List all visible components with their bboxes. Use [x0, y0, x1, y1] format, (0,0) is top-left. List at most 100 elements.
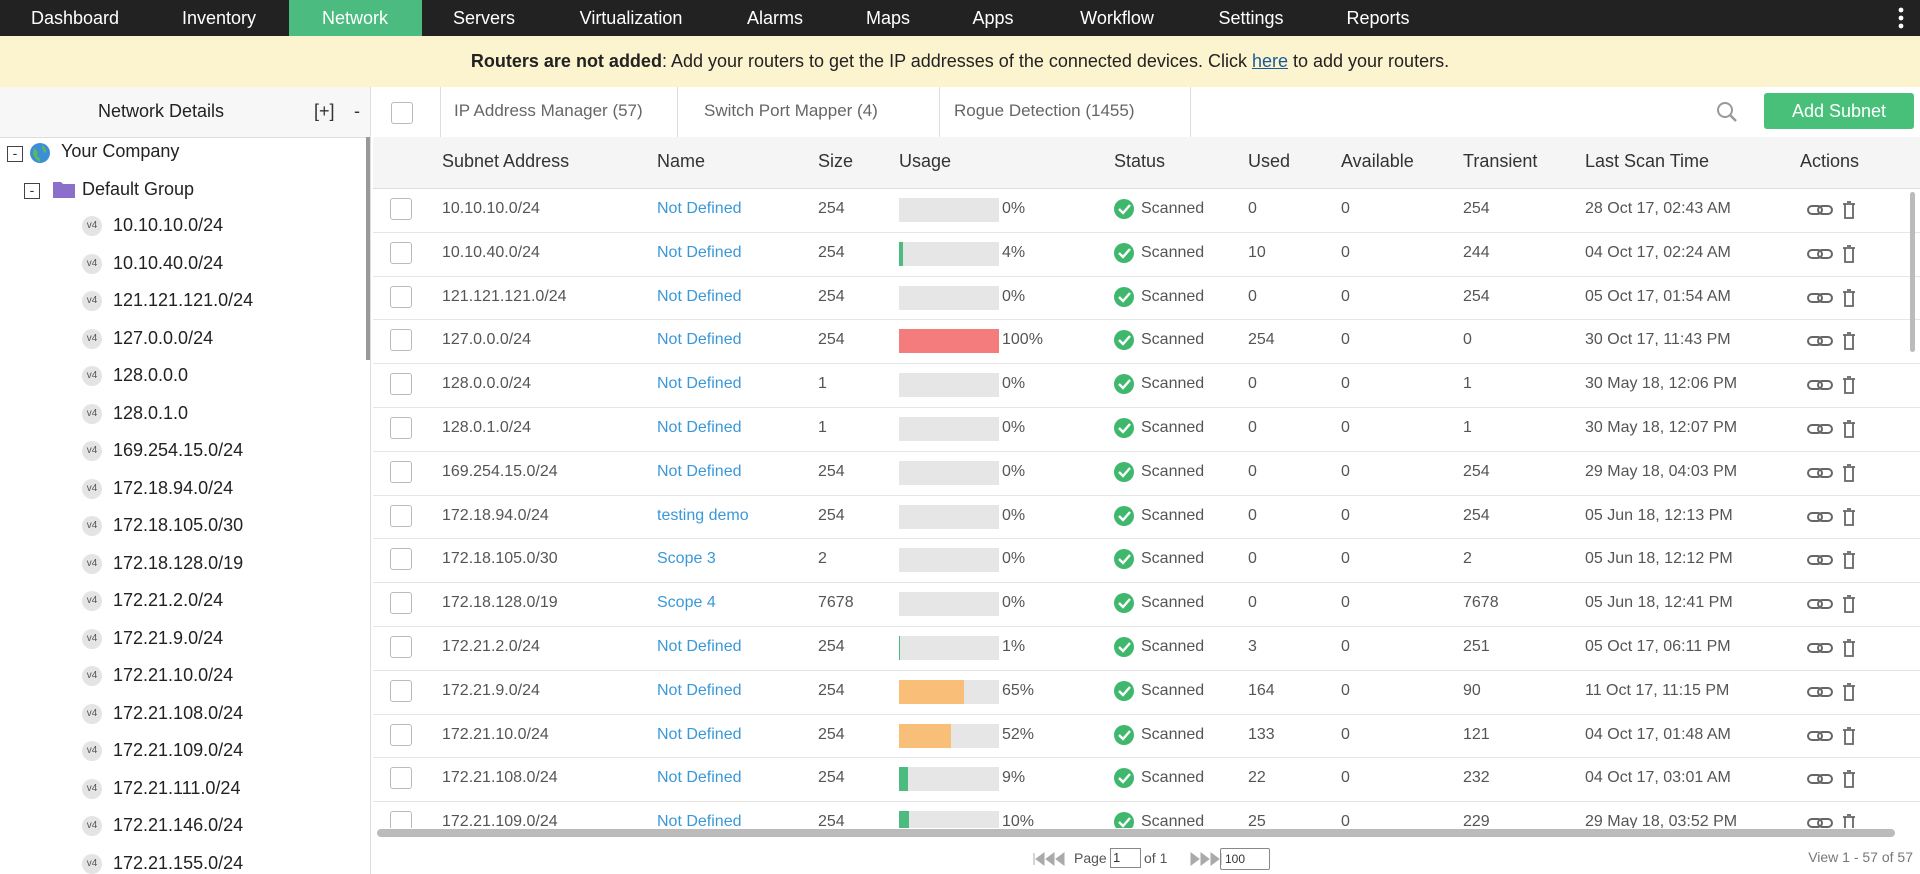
tree-subnet[interactable]: 172.18.128.0/19	[113, 552, 244, 573]
subnet-name[interactable]: Scope 3	[657, 550, 716, 568]
subnet-name[interactable]: Not Defined	[657, 462, 742, 480]
tree-subnet[interactable]: 10.10.10.0/24	[113, 215, 224, 235]
subnet-name[interactable]: Not Defined	[657, 375, 742, 393]
row-checkbox[interactable]	[390, 241, 412, 264]
row-checkbox[interactable]	[390, 373, 412, 396]
subnet-name[interactable]: Not Defined	[657, 769, 742, 787]
row-checkbox[interactable]	[390, 285, 412, 308]
tree-subnet[interactable]: 172.21.2.0/24	[113, 590, 224, 610]
nav-item[interactable]: Virtualization	[579, 8, 683, 28]
row-checkbox[interactable]	[390, 329, 412, 352]
subnet-name[interactable]: Not Defined	[657, 331, 742, 349]
subnet-name[interactable]: Not Defined	[657, 419, 742, 436]
tree-subnet[interactable]: 172.21.146.0/24	[113, 815, 244, 835]
nav-item[interactable]: Network	[321, 8, 389, 28]
banner-link[interactable]: here	[1251, 51, 1288, 71]
subnet-name[interactable]: Not Defined	[657, 725, 742, 743]
row-checkbox[interactable]	[390, 417, 412, 439]
tab[interactable]: IP Address Manager (57)	[454, 101, 643, 120]
column-header[interactable]: Size	[818, 151, 854, 171]
row-checkbox[interactable]	[390, 811, 412, 828]
tree-subnet[interactable]: 127.0.0.0/24	[113, 327, 214, 348]
row-checkbox[interactable]	[390, 504, 412, 527]
subnet-name[interactable]: Not Defined	[657, 813, 742, 828]
subnet-name[interactable]: Scope 4	[657, 594, 716, 612]
row-actions[interactable]	[1806, 637, 1862, 664]
column-header[interactable]: Subnet Address	[442, 151, 570, 171]
row-checkbox[interactable]	[390, 548, 412, 571]
tree-subnet[interactable]: 128.0.1.0	[113, 402, 189, 423]
row-actions[interactable]	[1806, 243, 1862, 270]
tree-group[interactable]: Default Group	[82, 179, 195, 199]
tree-company[interactable]: Your Company	[61, 141, 180, 161]
tree-subnet[interactable]: 121.121.121.0/24	[113, 290, 254, 310]
nav-item[interactable]: Settings	[1218, 8, 1284, 28]
row-actions[interactable]	[1806, 199, 1862, 226]
subnet-name[interactable]: testing demo	[657, 506, 749, 524]
row-actions[interactable]	[1806, 593, 1862, 620]
tab[interactable]: Rogue Detection (1455)	[954, 101, 1135, 120]
column-header[interactable]: Actions	[1800, 151, 1860, 171]
collapse-all[interactable]: -	[354, 101, 360, 121]
row-actions[interactable]	[1806, 768, 1862, 795]
subnet-name[interactable]: Not Defined	[657, 200, 742, 217]
subnet-name[interactable]: Not Defined	[657, 681, 742, 699]
tree-toggle[interactable]: -	[7, 146, 23, 162]
select-all[interactable]	[391, 102, 413, 124]
subnet-name[interactable]: Not Defined	[657, 287, 742, 305]
tree-toggle[interactable]: -	[24, 183, 40, 199]
row-checkbox[interactable]	[390, 767, 412, 790]
column-header[interactable]: Available	[1341, 151, 1414, 171]
per-page-select[interactable]: 100	[1220, 848, 1270, 870]
column-header[interactable]: Last Scan Time	[1585, 151, 1710, 171]
row-checkbox[interactable]	[390, 636, 412, 658]
nav-item[interactable]: Dashboard	[30, 8, 120, 28]
column-header[interactable]: Transient	[1463, 151, 1538, 171]
subnet-name[interactable]: Not Defined	[657, 243, 742, 261]
first-prev-buttons[interactable]	[1032, 851, 1072, 872]
nav-item[interactable]: Alarms	[746, 8, 804, 28]
tree-subnet[interactable]: 172.18.94.0/24	[113, 477, 234, 498]
row-actions[interactable]	[1806, 506, 1862, 533]
nav-item[interactable]: Servers	[452, 8, 516, 28]
tree-subnet[interactable]: 172.21.155.0/24	[113, 852, 244, 873]
column-header[interactable]: Used	[1248, 151, 1291, 171]
row-actions[interactable]	[1806, 418, 1862, 445]
tree-subnet[interactable]: 172.21.108.0/24	[113, 702, 244, 723]
tree-subnet[interactable]: 169.254.15.0/24	[113, 440, 244, 460]
row-actions[interactable]	[1806, 549, 1862, 576]
row-actions[interactable]	[1806, 725, 1862, 752]
menu-kebab[interactable]	[1898, 7, 1904, 34]
row-actions[interactable]	[1806, 287, 1862, 314]
nav-item[interactable]: Reports	[1346, 8, 1410, 28]
row-actions[interactable]	[1806, 374, 1862, 401]
next-last-buttons[interactable]	[1183, 851, 1223, 872]
expand-all[interactable]: [+]	[314, 101, 335, 121]
subnet-name[interactable]: Not Defined	[657, 638, 742, 655]
tree-subnet[interactable]: 10.10.40.0/24	[113, 252, 224, 273]
search-icon[interactable]	[1716, 101, 1738, 128]
nav-item[interactable]: Inventory	[181, 8, 257, 28]
row-checkbox[interactable]	[390, 723, 412, 746]
row-actions[interactable]	[1806, 812, 1862, 828]
row-checkbox[interactable]	[390, 198, 412, 220]
page-input[interactable]: 1	[1110, 848, 1141, 868]
row-checkbox[interactable]	[390, 592, 412, 615]
tree-subnet[interactable]: 172.21.111.0/24	[113, 777, 241, 798]
tree-subnet[interactable]: 172.18.105.0/30	[113, 515, 244, 535]
row-actions[interactable]	[1806, 681, 1862, 708]
tab[interactable]: Switch Port Mapper (4)	[704, 101, 878, 120]
column-header[interactable]: Status	[1114, 151, 1166, 171]
row-actions[interactable]	[1806, 462, 1862, 489]
tree-subnet[interactable]: 172.21.109.0/24	[113, 740, 244, 760]
tree-subnet[interactable]: 128.0.0.0	[113, 365, 189, 385]
column-header[interactable]: Usage	[899, 151, 952, 171]
row-checkbox[interactable]	[390, 460, 412, 483]
nav-item[interactable]: Maps	[865, 8, 911, 28]
row-actions[interactable]	[1806, 330, 1862, 357]
add-subnet-button[interactable]: Add Subnet	[1764, 93, 1914, 129]
nav-item[interactable]: Apps	[972, 8, 1014, 28]
column-header[interactable]: Name	[657, 151, 706, 171]
tree-subnet[interactable]: 172.21.9.0/24	[113, 627, 224, 648]
row-checkbox[interactable]	[390, 679, 412, 702]
